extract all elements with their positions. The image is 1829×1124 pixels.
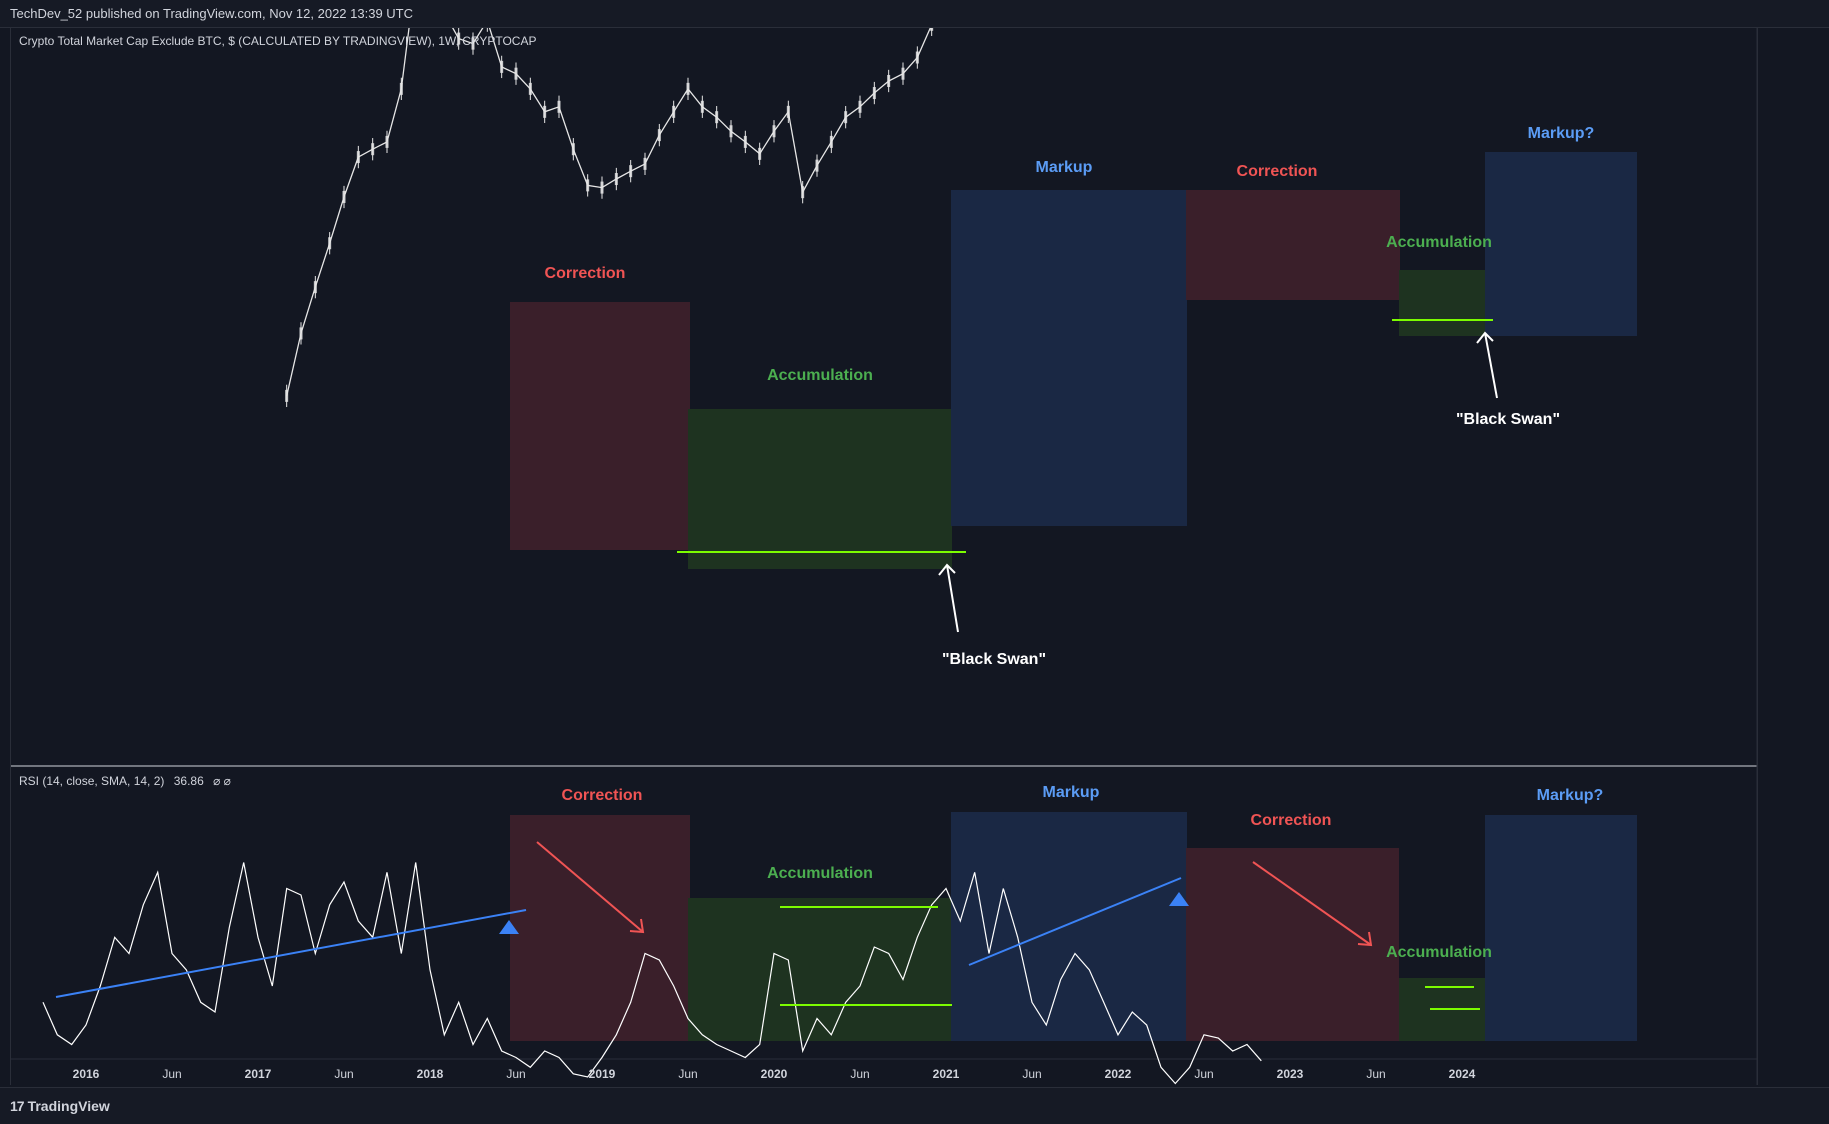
main-legend-text: Crypto Total Market Cap Exclude BTC, $ (… [19,34,537,48]
accumulation-zone-main [1399,270,1494,336]
time-axis-tick: Jun [1194,1067,1213,1081]
black-swan-label: "Black Swan" [1456,411,1560,428]
rsi-zones [510,812,1637,1041]
time-axis-tick: 2017 [245,1067,272,1081]
correction-zone-main [1186,190,1400,300]
main-zones [510,152,1637,569]
rsi-triangle-marker [499,920,519,934]
rsi-value: 36.86 [173,774,204,788]
markup-label-main: Markup? [1528,125,1595,142]
accumulation-label-main: Accumulation [767,367,873,384]
time-axis-tick: Jun [1022,1067,1041,1081]
chart-area[interactable]: Correction Accumulation Markup Correction Ac… [10,0,1806,1085]
overlays [55,319,1498,1010]
time-axis-tick: 2022 [1105,1067,1132,1081]
time-axis-tick: 2021 [933,1067,960,1081]
black-swan-label: "Black Swan" [942,651,1046,668]
time-axis-tick: Jun [678,1067,697,1081]
time-axis-tick: 2019 [589,1067,616,1081]
red-arrowhead [629,918,645,934]
tradingview-logo[interactable]: 17 TradingView [10,1098,110,1114]
rsi-triangle-marker [1169,892,1189,906]
tradingview-brand: TradingView [27,1098,110,1114]
time-axis-tick: Jun [506,1067,525,1081]
black-swan-arrow [1484,332,1498,399]
correction-label-main: Correction [545,265,626,282]
time-axis-tick: Jun [162,1067,181,1081]
time-axis-tick: 2024 [1449,1067,1476,1081]
time-axis-tick: 2018 [417,1067,444,1081]
accumulation-label-rsi: Accumulation [1386,944,1492,961]
time-axis-tick: 2020 [761,1067,788,1081]
time-axis-tick: 2016 [73,1067,100,1081]
chart-canvas[interactable]: Correction Accumulation Markup Correction Ac… [11,0,1806,1085]
footer: 17 TradingView [0,1087,1829,1124]
markup-zone-rsi [1485,815,1637,1041]
markup-label-rsi: Markup? [1537,787,1604,804]
rsi-legend-text: RSI (14, close, SMA, 14, 2) [19,774,165,788]
correction-label-main: Correction [1237,163,1318,180]
markup-label-main: Markup [1036,159,1093,176]
accumulation-label-main: Accumulation [1386,234,1492,251]
tradingview-logo-icon: 17 [10,1098,25,1114]
red-arrow [1252,861,1372,946]
black-swan-arrowhead [938,563,956,576]
time-axis-tick: Jun [1366,1067,1385,1081]
correction-zone-main [510,302,690,550]
black-swan-arrow [946,564,959,633]
rsi-trend-line [55,909,527,998]
rsi-trend-line [968,877,1182,966]
main-legend: Crypto Total Market Cap Exclude BTC, $ (… [19,34,536,48]
markup-zone-main [951,190,1187,526]
time-axis-tick: Jun [334,1067,353,1081]
published-text: TechDev_52 published on TradingView.com,… [10,6,414,21]
correction-label-rsi: Correction [562,787,643,804]
black-swan-arrowhead [1476,331,1494,344]
red-arrowhead [1357,931,1373,947]
rsi-legend: RSI (14, close, SMA, 14, 2) 36.86 ⌀ ⌀ [19,774,231,788]
time-axis-tick: Jun [850,1067,869,1081]
time-axis-tick: 2023 [1277,1067,1304,1081]
accumulation-zone-main [688,409,952,569]
markup-label-rsi: Markup [1043,784,1100,801]
rsi-series [42,862,1262,1085]
accumulation-label-rsi: Accumulation [767,865,873,882]
accumulation-zone-rsi [688,898,952,1041]
markup-zone-rsi [951,812,1187,1041]
markup-zone-main [1485,152,1637,336]
rsi-legend-icons[interactable]: ⌀ ⌀ [213,774,231,788]
correction-zone-rsi [510,815,690,1041]
correction-label-rsi: Correction [1251,812,1332,829]
red-arrow [536,841,644,933]
rsi-line [42,862,1262,1085]
published-header: TechDev_52 published on TradingView.com,… [0,0,1829,28]
